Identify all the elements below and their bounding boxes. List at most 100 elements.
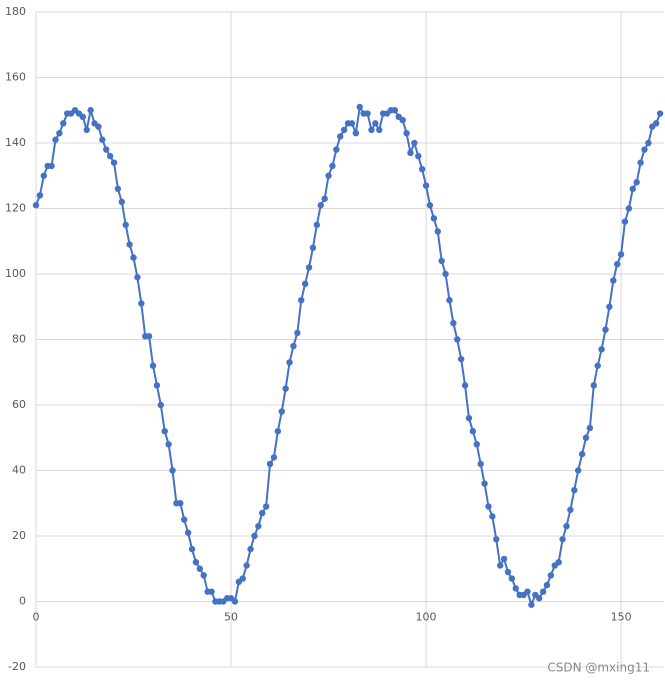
data-point — [422, 182, 430, 189]
data-point — [535, 595, 543, 602]
data-point — [613, 260, 621, 268]
data-point — [340, 126, 348, 134]
data-point — [309, 244, 317, 251]
data-point — [247, 545, 254, 553]
data-point — [333, 146, 340, 153]
data-point — [278, 408, 285, 415]
data-point — [114, 185, 122, 193]
data-point — [169, 467, 176, 474]
data-point — [130, 254, 137, 261]
data-point — [571, 486, 578, 494]
data-point — [95, 123, 102, 130]
data-point — [274, 428, 282, 435]
y-tick-label: 100 — [5, 267, 26, 280]
data-point — [56, 129, 63, 137]
data-point — [329, 162, 336, 170]
data-point — [325, 172, 332, 179]
data-point — [539, 588, 547, 595]
data-point — [629, 185, 636, 193]
data-point — [543, 581, 551, 589]
data-point — [157, 401, 165, 409]
data-point — [356, 103, 363, 111]
data-point — [138, 300, 145, 307]
data-point — [563, 522, 570, 530]
data-point — [489, 513, 496, 520]
data-point — [188, 545, 196, 553]
x-tick-label: 150 — [611, 611, 632, 624]
data-point — [60, 120, 67, 127]
data-point — [465, 414, 473, 422]
data-point — [457, 355, 465, 363]
y-tick-label: 60 — [12, 398, 26, 411]
data-point — [83, 126, 90, 134]
data-point — [582, 434, 590, 441]
data-point — [438, 257, 445, 265]
y-tick-label: 20 — [12, 529, 26, 542]
data-point — [567, 506, 574, 513]
data-point — [481, 480, 488, 487]
data-point — [208, 588, 215, 595]
data-point — [508, 575, 516, 582]
data-point — [200, 572, 207, 579]
data-point — [399, 116, 406, 124]
data-point — [606, 303, 613, 310]
data-point — [36, 192, 44, 199]
data-point — [504, 568, 512, 576]
data-point — [485, 503, 492, 510]
data-point — [231, 598, 239, 605]
data-point — [418, 166, 426, 173]
data-point — [574, 467, 582, 474]
data-point — [625, 205, 633, 212]
data-point — [407, 149, 414, 157]
data-point — [364, 110, 371, 117]
data-point — [352, 129, 360, 137]
data-point — [126, 241, 133, 248]
data-point — [266, 460, 274, 468]
data-point — [103, 146, 110, 153]
data-point — [282, 385, 289, 392]
data-point — [598, 346, 605, 353]
data-point — [391, 107, 399, 114]
data-point — [586, 424, 594, 432]
data-point — [79, 113, 87, 121]
data-point — [52, 136, 59, 143]
data-point — [528, 601, 535, 608]
data-point — [48, 162, 55, 170]
data-point — [99, 136, 106, 143]
data-point — [286, 359, 293, 366]
x-tick-label: 50 — [224, 611, 238, 624]
data-point — [32, 202, 40, 209]
data-point — [184, 529, 192, 536]
data-point — [368, 126, 375, 134]
y-tick-label: 140 — [5, 136, 26, 149]
data-point — [239, 575, 246, 582]
data-point — [196, 565, 204, 572]
data-point — [469, 428, 477, 435]
data-point — [372, 120, 379, 127]
data-point — [313, 221, 321, 229]
data-point — [450, 319, 457, 327]
data-point — [493, 536, 500, 543]
data-point — [40, 172, 48, 179]
data-point — [301, 280, 309, 288]
y-tick-label: 120 — [5, 202, 26, 215]
data-point — [411, 139, 418, 147]
data-point — [259, 509, 266, 517]
data-point — [461, 382, 469, 389]
series-line — [35, 105, 662, 606]
data-point — [321, 195, 328, 202]
data-point — [161, 428, 168, 435]
data-point — [270, 454, 278, 461]
data-point — [652, 120, 660, 127]
data-point — [181, 516, 188, 523]
data-point — [590, 382, 597, 389]
data-point — [149, 362, 157, 369]
data-point — [290, 342, 297, 350]
y-tick-label: 180 — [5, 5, 26, 18]
data-point — [633, 179, 640, 186]
data-point — [500, 555, 508, 563]
data-point — [617, 251, 625, 258]
data-point — [192, 559, 200, 566]
data-point — [251, 532, 258, 540]
data-point — [298, 297, 305, 304]
